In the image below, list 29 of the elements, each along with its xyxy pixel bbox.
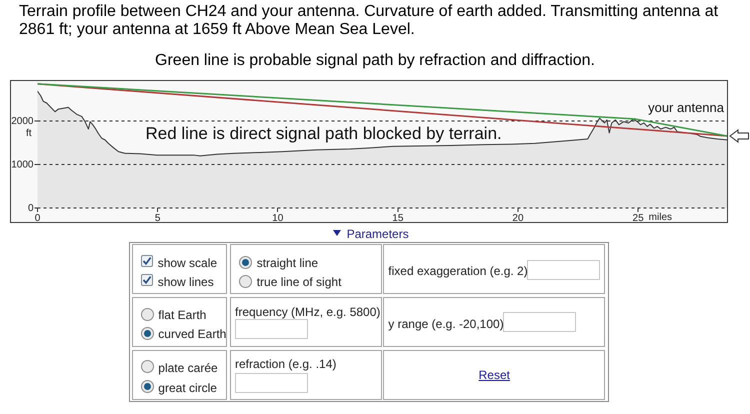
text: show scale (158, 256, 218, 270)
text: refraction (e.g. .14) (235, 357, 336, 372)
y-axis-title: ft (26, 128, 32, 139)
text: y range (e.g. -20,100) (388, 317, 504, 332)
x-tick-label: 25 (632, 212, 644, 224)
x-tick-label: 15 (392, 212, 404, 224)
x-tick-label: 0 (34, 212, 41, 224)
text: Parameters (346, 227, 409, 241)
y-tick-label: 1000 (11, 159, 34, 170)
annotation: your antenna (648, 100, 725, 116)
annotation: Red line is direct signal path blocked by terrain. (146, 124, 502, 143)
text: plate carée (158, 360, 218, 375)
x-tick-label: 5 (154, 212, 161, 224)
text: straight line (256, 256, 318, 270)
y-tick-label: 0 (28, 202, 34, 214)
text: true line of sight (256, 275, 342, 290)
chart-subtitle: Green line is probable signal path by refraction and diffraction. (154, 52, 596, 70)
text: flat Earth (158, 308, 206, 322)
text: show lines (158, 275, 214, 290)
x-tick-label: 10 (272, 212, 284, 224)
text: frequency (MHz, e.g. 5800) (235, 305, 380, 320)
y-tick-label: 2000 (11, 116, 34, 127)
x-axis-title: miles (648, 212, 672, 223)
text: fixed exaggeration (e.g. 2) (388, 264, 528, 278)
text: Reset (478, 368, 510, 382)
text: curved Earth (158, 327, 226, 342)
chart-title: Terrain profile between CH24 and your antenna. Curvature of earth added. Transmitting antenna at 2861 ft; your antenna at 1659 ft Above Mean Sea Level. (19, 3, 720, 39)
x-tick-label: 20 (512, 212, 524, 224)
text: great circle (158, 380, 217, 395)
